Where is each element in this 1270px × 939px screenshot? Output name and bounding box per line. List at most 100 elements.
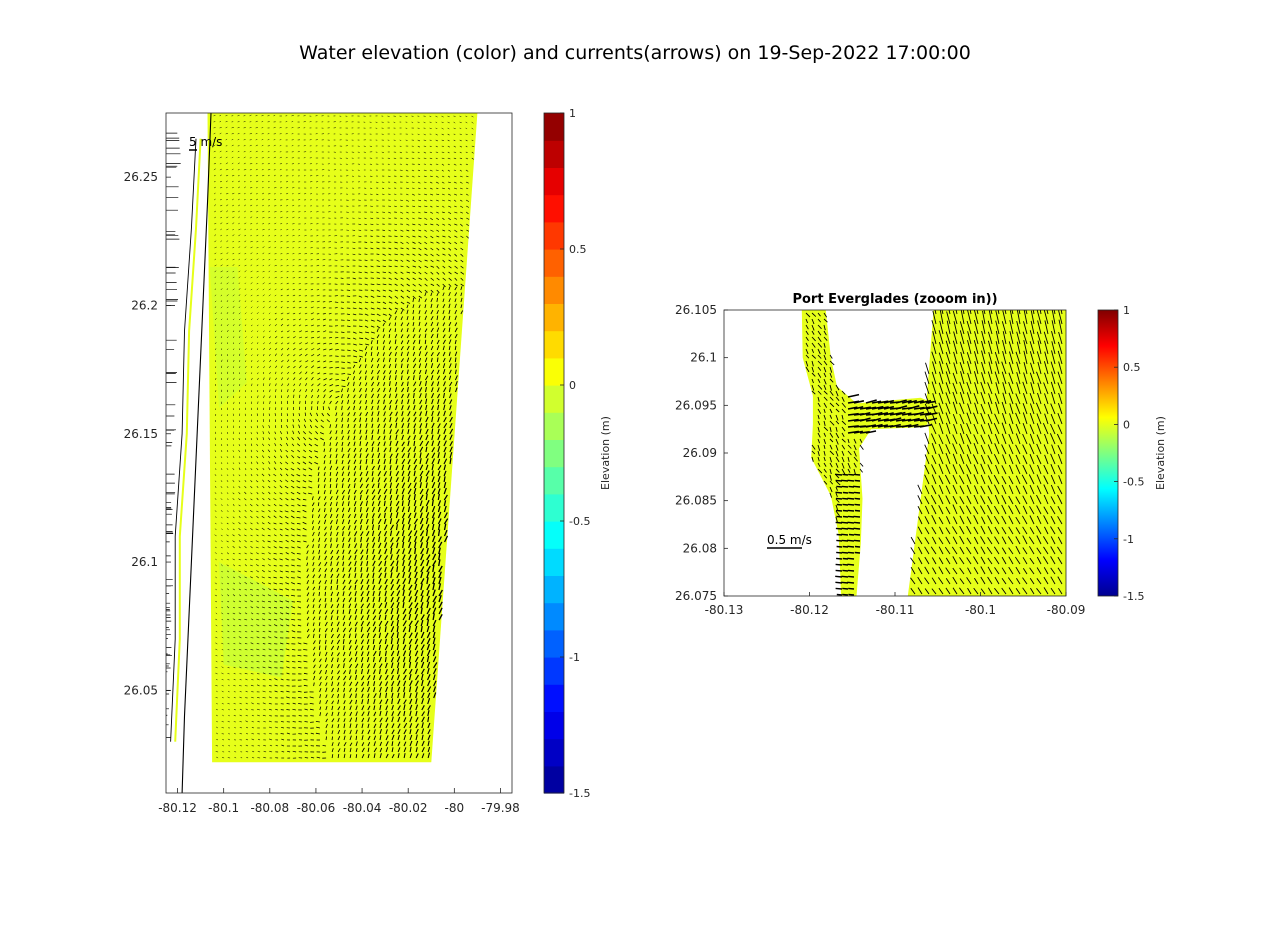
current-arrow <box>396 578 400 585</box>
current-arrow <box>323 372 327 375</box>
current-arrow <box>291 606 296 609</box>
x-tick-label: -80.04 <box>343 801 382 815</box>
current-arrow <box>262 271 265 273</box>
current-arrow <box>262 714 266 717</box>
current-arrow <box>360 543 363 549</box>
current-arrow <box>296 534 301 537</box>
current-arrow <box>987 434 993 445</box>
current-arrow <box>342 615 346 621</box>
current-arrow <box>421 692 425 699</box>
current-arrow <box>245 744 249 747</box>
current-arrow <box>371 429 374 435</box>
current-arrow <box>291 612 296 615</box>
current-arrow <box>359 429 362 435</box>
current-arrow <box>227 738 231 741</box>
colorbar-level <box>544 439 564 468</box>
current-arrow <box>262 666 266 669</box>
current-arrow <box>256 312 259 315</box>
current-arrow <box>335 489 339 495</box>
current-arrow <box>285 612 290 615</box>
current-arrow <box>459 151 462 154</box>
current-arrow <box>238 533 241 537</box>
current-arrow <box>938 537 944 545</box>
current-arrow <box>318 567 321 573</box>
current-arrow <box>365 495 369 501</box>
current-arrow <box>952 556 958 565</box>
current-arrow <box>214 498 217 501</box>
current-arrow <box>388 301 393 304</box>
current-arrow <box>437 470 441 477</box>
current-arrow <box>261 462 265 465</box>
current-arrow <box>347 441 351 447</box>
current-arrow <box>418 253 422 256</box>
current-arrow <box>318 634 321 639</box>
current-arrow <box>256 443 259 447</box>
current-arrow <box>987 485 993 495</box>
current-arrow <box>274 235 277 237</box>
current-arrow <box>1043 475 1049 485</box>
current-arrow <box>408 554 412 561</box>
current-arrow <box>299 371 302 375</box>
current-arrow <box>353 381 355 387</box>
current-arrow <box>293 354 296 357</box>
current-arrow <box>232 354 235 357</box>
current-arrow <box>273 503 277 507</box>
current-arrow <box>459 115 462 117</box>
current-arrow <box>262 210 265 213</box>
current-arrow <box>262 217 265 219</box>
current-arrow <box>959 557 965 565</box>
current-arrow <box>335 507 339 513</box>
current-arrow <box>323 342 327 345</box>
current-arrow <box>354 651 358 657</box>
current-arrow <box>268 702 272 705</box>
current-arrow <box>225 120 228 123</box>
current-arrow <box>353 477 357 483</box>
current-arrow <box>448 223 452 226</box>
current-arrow <box>396 566 399 573</box>
current-arrow <box>391 668 395 675</box>
current-arrow <box>285 600 290 603</box>
current-arrow <box>408 656 412 663</box>
current-arrow <box>378 572 382 579</box>
current-arrow <box>231 144 234 147</box>
current-arrow <box>256 522 259 525</box>
current-arrow <box>1057 516 1063 525</box>
current-arrow <box>1022 535 1028 545</box>
current-arrow <box>324 526 327 531</box>
current-arrow <box>279 648 284 651</box>
current-arrow <box>262 223 265 225</box>
current-arrow <box>262 437 265 441</box>
current-arrow <box>330 615 333 621</box>
current-arrow <box>281 738 285 741</box>
current-arrow <box>1044 454 1049 465</box>
current-arrow <box>312 604 315 609</box>
current-arrow <box>437 500 442 507</box>
current-arrow <box>1015 403 1021 415</box>
current-arrow <box>966 516 972 525</box>
current-arrow <box>215 654 218 657</box>
current-arrow <box>436 259 440 262</box>
current-arrow <box>262 588 266 591</box>
current-arrow <box>403 710 406 717</box>
current-arrow <box>244 660 248 663</box>
current-arrow <box>425 482 428 489</box>
current-arrow <box>227 684 230 687</box>
current-arrow <box>408 577 412 585</box>
current-arrow <box>378 542 382 549</box>
current-arrow <box>220 485 223 489</box>
current-arrow <box>239 456 241 459</box>
current-arrow <box>1050 526 1056 535</box>
current-arrow <box>268 666 272 669</box>
current-arrow <box>447 157 451 160</box>
current-arrow <box>268 673 272 675</box>
current-arrow <box>432 571 436 579</box>
current-arrow <box>449 434 453 441</box>
current-arrow <box>215 624 218 627</box>
current-arrow <box>244 216 246 219</box>
current-arrow <box>377 387 381 393</box>
current-arrow <box>322 330 327 333</box>
current-arrow <box>400 241 404 245</box>
current-arrow <box>400 271 404 274</box>
current-arrow <box>336 537 338 543</box>
current-arrow <box>255 198 259 201</box>
